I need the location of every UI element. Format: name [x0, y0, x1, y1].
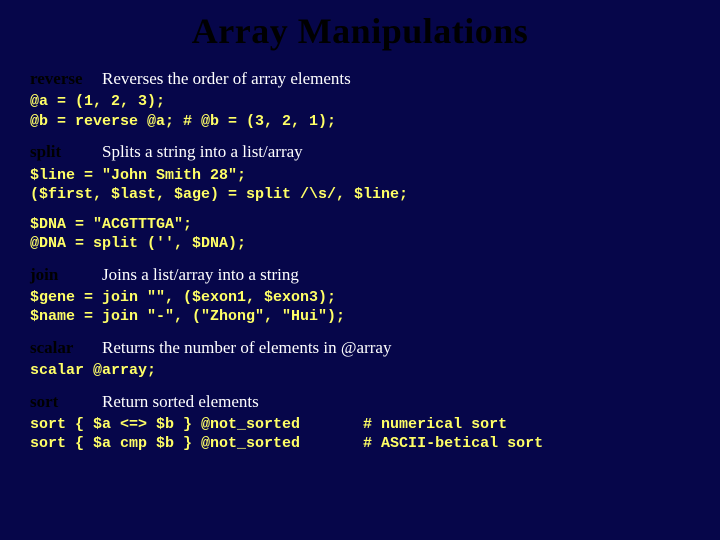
code-reverse: @a = (1, 2, 3); @b = reverse @a; # @b = … — [30, 92, 690, 131]
section-join: join Joins a list/array into a string $g… — [30, 264, 690, 327]
code-split-2: $DNA = "ACGTTTGA"; @DNA = split ('', $DN… — [30, 215, 690, 254]
code-split-1: $line = "John Smith 28"; ($first, $last,… — [30, 166, 690, 205]
code-scalar: scalar @array; — [30, 361, 690, 381]
section-reverse: reverse Reverses the order of array elem… — [30, 68, 690, 131]
desc-reverse: Reverses the order of array elements — [102, 68, 690, 89]
section-scalar: scalar Returns the number of elements in… — [30, 337, 690, 381]
keyword-join: join — [30, 265, 102, 285]
page-title: Array Manipulations — [30, 10, 690, 52]
desc-scalar: Returns the number of elements in @array — [102, 337, 690, 358]
keyword-sort: sort — [30, 392, 102, 412]
keyword-split: split — [30, 142, 102, 162]
section-sort: sort Return sorted elements sort { $a <=… — [30, 391, 690, 454]
code-sort: sort { $a <=> $b } @not_sorted # numeric… — [30, 415, 690, 454]
code-join: $gene = join "", ($exon1, $exon3); $name… — [30, 288, 690, 327]
desc-join: Joins a list/array into a string — [102, 264, 690, 285]
section-split: split Splits a string into a list/array … — [30, 141, 690, 253]
keyword-reverse: reverse — [30, 69, 102, 89]
desc-split: Splits a string into a list/array — [102, 141, 690, 162]
desc-sort: Return sorted elements — [102, 391, 690, 412]
keyword-scalar: scalar — [30, 338, 102, 358]
